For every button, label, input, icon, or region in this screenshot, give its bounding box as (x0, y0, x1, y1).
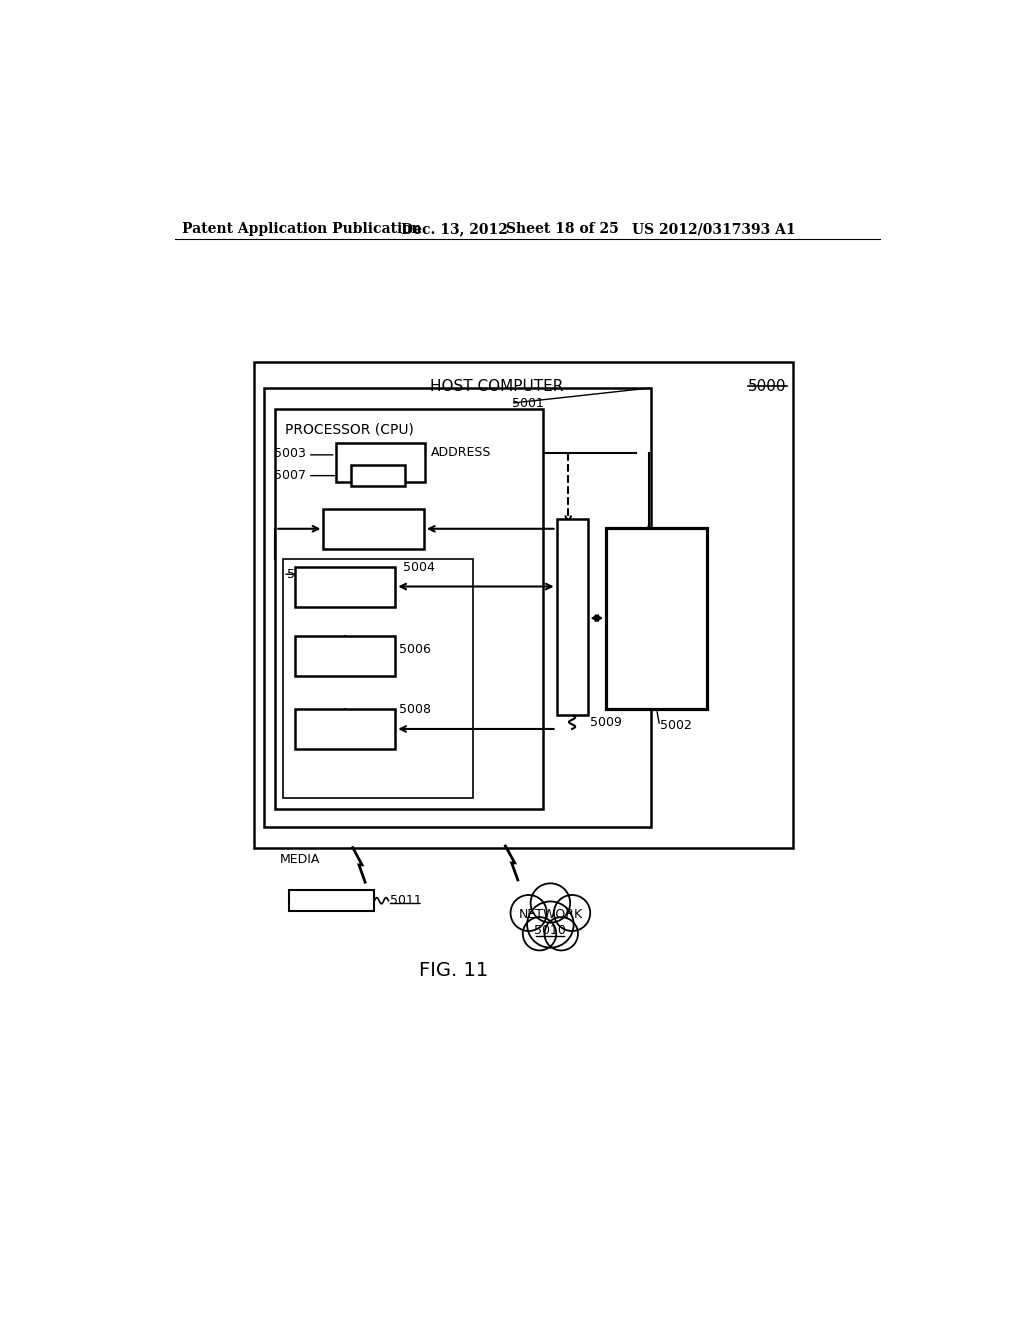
Text: 5011: 5011 (390, 894, 422, 907)
Bar (283, 558, 473, 797)
Text: 5008: 5008 (399, 704, 431, 717)
Text: INSTRUCTION
FETCH UNIT: INSTRUCTION FETCH UNIT (305, 573, 385, 601)
Bar (324, 508, 424, 549)
Circle shape (523, 917, 556, 950)
Bar (275, 409, 543, 809)
Text: 5005: 5005 (288, 568, 319, 581)
Bar (289, 890, 375, 911)
Bar (263, 388, 651, 826)
Text: TLB: TLB (367, 469, 390, 482)
Circle shape (511, 895, 547, 931)
Text: ADDRESS: ADDRESS (431, 446, 492, 459)
Text: 5010: 5010 (535, 924, 566, 937)
Text: INSTRUCTION
EXECUTION UNIT: INSTRUCTION EXECUTION UNIT (295, 715, 395, 743)
Text: INSTRUCTION
DECODE UNIT: INSTRUCTION DECODE UNIT (304, 642, 386, 669)
Bar (295, 636, 395, 676)
Text: Patent Application Publication: Patent Application Publication (182, 222, 422, 236)
Text: US 2012/0317393 A1: US 2012/0317393 A1 (632, 222, 796, 236)
Bar (351, 465, 406, 487)
Circle shape (527, 902, 573, 948)
Text: 5009: 5009 (590, 715, 622, 729)
Text: HOST COMPUTER: HOST COMPUTER (430, 379, 563, 395)
Text: DAT: DAT (367, 455, 394, 470)
Bar (295, 709, 395, 748)
Text: MEDIA: MEDIA (280, 853, 321, 866)
Bar (336, 444, 425, 482)
Text: CENTRAL
STORAGE: CENTRAL STORAGE (624, 603, 689, 634)
Text: FIG. 11: FIG. 11 (419, 961, 488, 981)
Text: 5007: 5007 (274, 469, 306, 482)
Text: C
A
C
H
E: C A C H E (567, 573, 577, 661)
Bar (606, 528, 707, 709)
Text: 5002: 5002 (660, 719, 692, 733)
Text: 5001: 5001 (512, 397, 544, 409)
Circle shape (530, 883, 570, 923)
Circle shape (545, 917, 578, 950)
Text: PROCESSOR (CPU): PROCESSOR (CPU) (285, 422, 414, 437)
Text: 5004: 5004 (403, 561, 435, 574)
Text: LOAD/STORE
UNIT: LOAD/STORE UNIT (336, 515, 412, 543)
Bar (295, 566, 395, 607)
Circle shape (554, 895, 590, 931)
Text: NETWORK: NETWORK (518, 908, 583, 921)
Bar (254, 363, 793, 847)
Bar (557, 519, 588, 715)
Text: 5003: 5003 (274, 446, 306, 459)
Text: 5000: 5000 (749, 379, 786, 395)
Text: Sheet 18 of 25: Sheet 18 of 25 (506, 222, 618, 236)
Text: 5006: 5006 (399, 643, 431, 656)
Text: Dec. 13, 2012: Dec. 13, 2012 (400, 222, 508, 236)
